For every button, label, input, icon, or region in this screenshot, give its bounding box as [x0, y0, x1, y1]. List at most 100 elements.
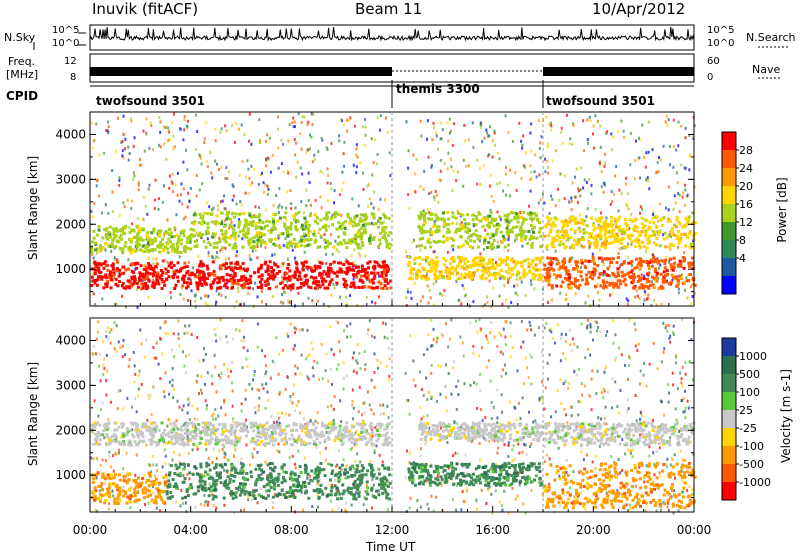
power-scatter-cell — [480, 123, 482, 126]
velocity-scatter-cell — [243, 339, 245, 342]
power-band-cell — [454, 269, 457, 272]
power-band-cell — [654, 268, 657, 271]
power-scatter-cell — [674, 194, 676, 197]
power-band-cell — [120, 234, 123, 237]
power-scatter-cell — [310, 136, 312, 139]
power-scatter-cell — [592, 253, 594, 256]
power-band-cell — [378, 265, 381, 268]
velocity-scatter-cell — [191, 404, 193, 407]
power-scatter-cell — [453, 122, 455, 125]
power-band-cell — [169, 262, 172, 265]
power-scatter-cell — [294, 206, 296, 209]
power-scatter-cell — [380, 114, 382, 117]
velocity-scatter-cell — [538, 326, 540, 329]
power-band-cell — [538, 268, 541, 271]
power-scatter-cell — [530, 164, 532, 167]
power-band-cell — [632, 280, 635, 283]
power-band-cell — [313, 230, 316, 233]
power-band-cell — [165, 278, 168, 281]
power-band-cell — [286, 230, 289, 233]
power-band-cell — [153, 227, 156, 230]
velocity-scatter-cell — [257, 501, 259, 504]
velocity-scatter-cell — [580, 491, 582, 494]
power-scatter-cell — [305, 151, 307, 154]
power-scatter-cell — [217, 204, 219, 207]
power-band-cell — [567, 237, 570, 240]
power-scatter-cell — [645, 179, 647, 182]
power-scatter-cell — [579, 194, 581, 197]
power-band-cell — [288, 284, 291, 287]
power-band-cell — [378, 238, 381, 241]
power-band-cell — [538, 231, 541, 234]
power-band-cell — [325, 214, 328, 217]
power-scatter-cell — [373, 161, 375, 164]
power-band-cell — [602, 228, 605, 231]
power-scatter-cell — [265, 208, 267, 211]
velocity-scatter-cell — [538, 398, 540, 401]
power-band-cell — [548, 283, 551, 286]
power-scatter-cell — [191, 289, 193, 292]
power-scatter-cell — [332, 283, 334, 286]
power-scatter-cell — [609, 294, 611, 297]
power-band-cell — [549, 217, 552, 220]
power-scatter-cell — [187, 192, 189, 195]
power-band-cell — [139, 248, 142, 251]
velocity-scatter-cell — [211, 461, 213, 464]
power-band-cell — [683, 259, 686, 262]
power-scatter-cell — [364, 254, 366, 257]
velocity-scatter-cell — [479, 373, 481, 376]
power-band-cell — [554, 257, 557, 260]
power-scatter-cell — [648, 121, 650, 124]
power-band-cell — [647, 264, 650, 267]
power-scatter-cell — [105, 248, 107, 251]
power-band-cell — [507, 278, 510, 281]
velocity-scatter-cell — [576, 374, 578, 377]
power-band-cell — [452, 258, 455, 261]
power-band-cell — [654, 243, 657, 246]
power-band-cell — [506, 257, 509, 260]
power-scatter-cell — [629, 163, 631, 166]
velocity-scatter-cell — [645, 385, 647, 388]
velocity-scatter-cell — [152, 455, 154, 458]
velocity-scatter-cell — [587, 348, 589, 351]
velocity-scatter-cell — [640, 369, 642, 372]
power-scatter-cell — [165, 158, 167, 161]
power-band-cell — [629, 237, 632, 240]
power-scatter-cell — [301, 172, 303, 175]
power-scatter-cell — [195, 294, 197, 297]
power-scatter-cell — [539, 147, 541, 150]
power-band-cell — [584, 259, 587, 262]
power-band-cell — [634, 219, 637, 222]
power-band-cell — [194, 240, 197, 243]
power-band-cell — [94, 272, 97, 275]
velocity-scatter-cell — [196, 336, 198, 339]
power-scatter-cell — [605, 216, 607, 219]
power-band-cell — [593, 267, 596, 270]
power-band-cell — [527, 258, 530, 261]
power-band-cell — [183, 281, 186, 284]
velocity-scatter-cell — [627, 398, 629, 401]
power-scatter-cell — [520, 140, 522, 143]
velocity-scatter-cell — [682, 366, 684, 369]
power-scatter-cell — [634, 296, 636, 299]
velocity-scatter-cell — [154, 475, 156, 478]
velocity-scatter-cell — [234, 448, 236, 451]
power-band-cell — [684, 217, 687, 220]
power-scatter-cell — [219, 131, 221, 134]
power-scatter-cell — [334, 189, 336, 192]
power-scatter-cell — [325, 253, 327, 256]
power-band-cell — [564, 266, 567, 269]
velocity-scatter-cell — [661, 360, 663, 363]
power-scatter-cell — [92, 147, 94, 150]
power-scatter-cell — [637, 295, 639, 298]
power-band-cell — [488, 221, 491, 224]
power-scatter-cell — [128, 226, 130, 229]
power-scatter-cell — [407, 288, 409, 291]
velocity-scatter-cell — [550, 330, 552, 333]
velocity-scatter-cell — [203, 504, 205, 507]
power-scatter-cell — [599, 124, 601, 127]
power-band-cell — [468, 228, 471, 231]
power-band-cell — [168, 228, 171, 231]
power-scatter-cell — [98, 194, 100, 197]
power-band-cell — [423, 213, 426, 216]
